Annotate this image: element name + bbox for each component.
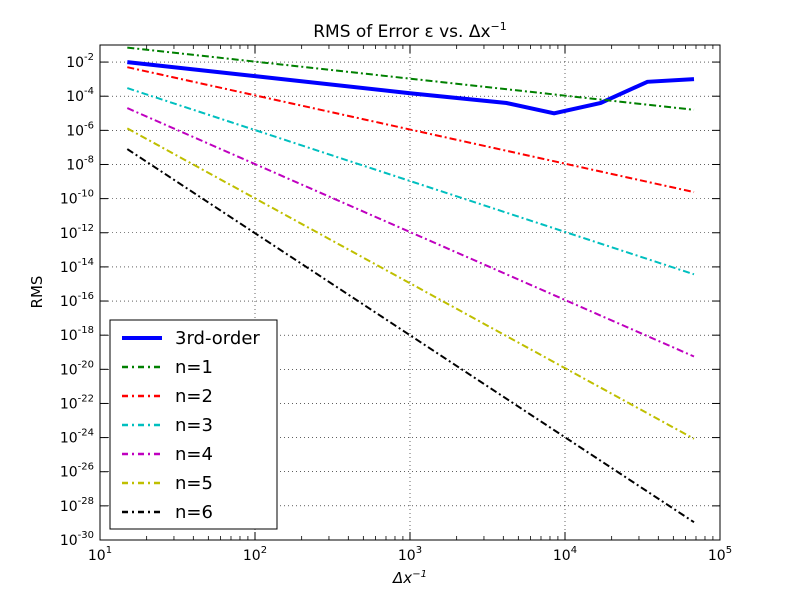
y-tick-label: 10-14 — [60, 257, 94, 276]
y-tick-base: 10 — [60, 294, 78, 310]
y-tick-label: 10-28 — [60, 496, 94, 515]
axis-ticks — [99, 45, 721, 541]
y-tick-exp: -18 — [78, 325, 94, 336]
x-tick-base: 10 — [398, 548, 416, 564]
series-line-n-4 — [126, 107, 695, 358]
y-tick-exp: -26 — [78, 462, 94, 473]
legend-label-n-5: n=5 — [175, 473, 213, 494]
y-tick-label: 10-26 — [60, 462, 94, 481]
series-line-n-1 — [127, 46, 695, 111]
y-tick-exp: -30 — [78, 530, 94, 541]
y-tick-base: 10 — [60, 226, 78, 242]
y-tick-exp: -6 — [84, 120, 94, 131]
legend-label-n-3: n=3 — [175, 415, 213, 436]
x-tick-labels: 101 102 103 104 105 — [88, 545, 732, 564]
y-tick-label: 10-10 — [60, 189, 94, 208]
series-layer — [126, 46, 695, 524]
x-tick-base: 10 — [243, 548, 261, 564]
y-tick-exp: -8 — [84, 154, 94, 165]
y-tick-exp: -16 — [78, 291, 94, 302]
x-tick-label: 105 — [708, 545, 732, 564]
y-tick-base: 10 — [60, 192, 78, 208]
legend-label-n-4: n=4 — [175, 444, 213, 465]
x-tick-label: 104 — [553, 545, 577, 564]
y-tick-base: 10 — [66, 157, 84, 173]
y-tick-exp: -14 — [78, 257, 94, 268]
series-line-n-5 — [126, 127, 695, 440]
y-tick-label: 10-24 — [60, 428, 94, 447]
y-tick-label: 10-22 — [60, 393, 94, 412]
y-tick-base: 10 — [66, 55, 84, 71]
chart-title-superscript: −1 — [491, 20, 507, 33]
x-axis-label: Δx−1 — [392, 569, 427, 587]
y-tick-base: 10 — [60, 396, 78, 412]
y-tick-base: 10 — [66, 123, 84, 139]
legend-label-n-6: n=6 — [175, 502, 213, 523]
x-tick-base: 10 — [88, 548, 106, 564]
x-axis-label-superscript: −1 — [412, 569, 427, 580]
x-tick-exp: 2 — [261, 545, 267, 556]
chart-title-text: RMS of Error ε vs. Δx — [313, 22, 490, 42]
series-line-n-2 — [127, 66, 695, 194]
y-axis-label: RMS — [28, 276, 46, 309]
y-tick-exp: -12 — [78, 223, 94, 234]
y-tick-base: 10 — [60, 431, 78, 447]
y-tick-exp: -2 — [84, 52, 94, 63]
y-tick-label: 10-18 — [60, 325, 94, 344]
x-tick-exp: 4 — [571, 545, 577, 556]
x-tick-label: 103 — [398, 545, 422, 564]
y-tick-label: 10-4 — [66, 86, 94, 105]
series-line-n-6 — [126, 148, 695, 524]
x-tick-base: 10 — [553, 548, 571, 564]
y-tick-label: 10-20 — [60, 359, 94, 378]
y-tick-exp: -20 — [78, 359, 94, 370]
x-tick-exp: 5 — [726, 545, 732, 556]
y-tick-labels: 10-210-410-610-810-1010-1210-1410-1610-1… — [60, 52, 94, 549]
y-tick-base: 10 — [60, 260, 78, 276]
x-tick-exp: 3 — [416, 545, 422, 556]
y-tick-base: 10 — [60, 499, 78, 515]
x-tick-base: 10 — [708, 548, 726, 564]
y-tick-base: 10 — [60, 465, 78, 481]
y-tick-label: 10-8 — [66, 154, 94, 173]
legend-box — [109, 319, 278, 530]
legend-label-3rd-order: 3rd-order — [175, 328, 260, 349]
series-line-3rd-order — [127, 60, 695, 116]
legend: 3rd-order n=1 n=2 n=3 n=4 n=5 n=6 — [109, 319, 278, 530]
y-tick-exp: -24 — [78, 428, 94, 439]
y-tick-label: 10-12 — [60, 223, 94, 242]
y-tick-label: 10-30 — [60, 530, 94, 549]
y-tick-exp: -22 — [78, 393, 94, 404]
y-tick-base: 10 — [60, 362, 78, 378]
y-tick-base: 10 — [66, 89, 84, 105]
y-tick-exp: -28 — [78, 496, 94, 507]
x-axis-label-text: Δx — [392, 569, 412, 587]
x-tick-exp: 1 — [106, 545, 112, 556]
legend-label-n-1: n=1 — [175, 357, 213, 378]
y-tick-label: 10-16 — [60, 291, 94, 310]
x-tick-label: 102 — [243, 545, 267, 564]
y-tick-exp: -4 — [84, 86, 94, 97]
y-tick-base: 10 — [60, 328, 78, 344]
y-tick-label: 10-2 — [66, 52, 94, 71]
y-tick-base: 10 — [60, 533, 78, 549]
y-tick-label: 10-6 — [66, 120, 94, 139]
x-tick-label: 101 — [88, 545, 112, 564]
legend-label-n-2: n=2 — [175, 386, 213, 407]
chart-title: RMS of Error ε vs. Δx−1 — [313, 20, 507, 42]
y-tick-exp: -10 — [78, 189, 94, 200]
series-line-n-3 — [126, 87, 695, 276]
